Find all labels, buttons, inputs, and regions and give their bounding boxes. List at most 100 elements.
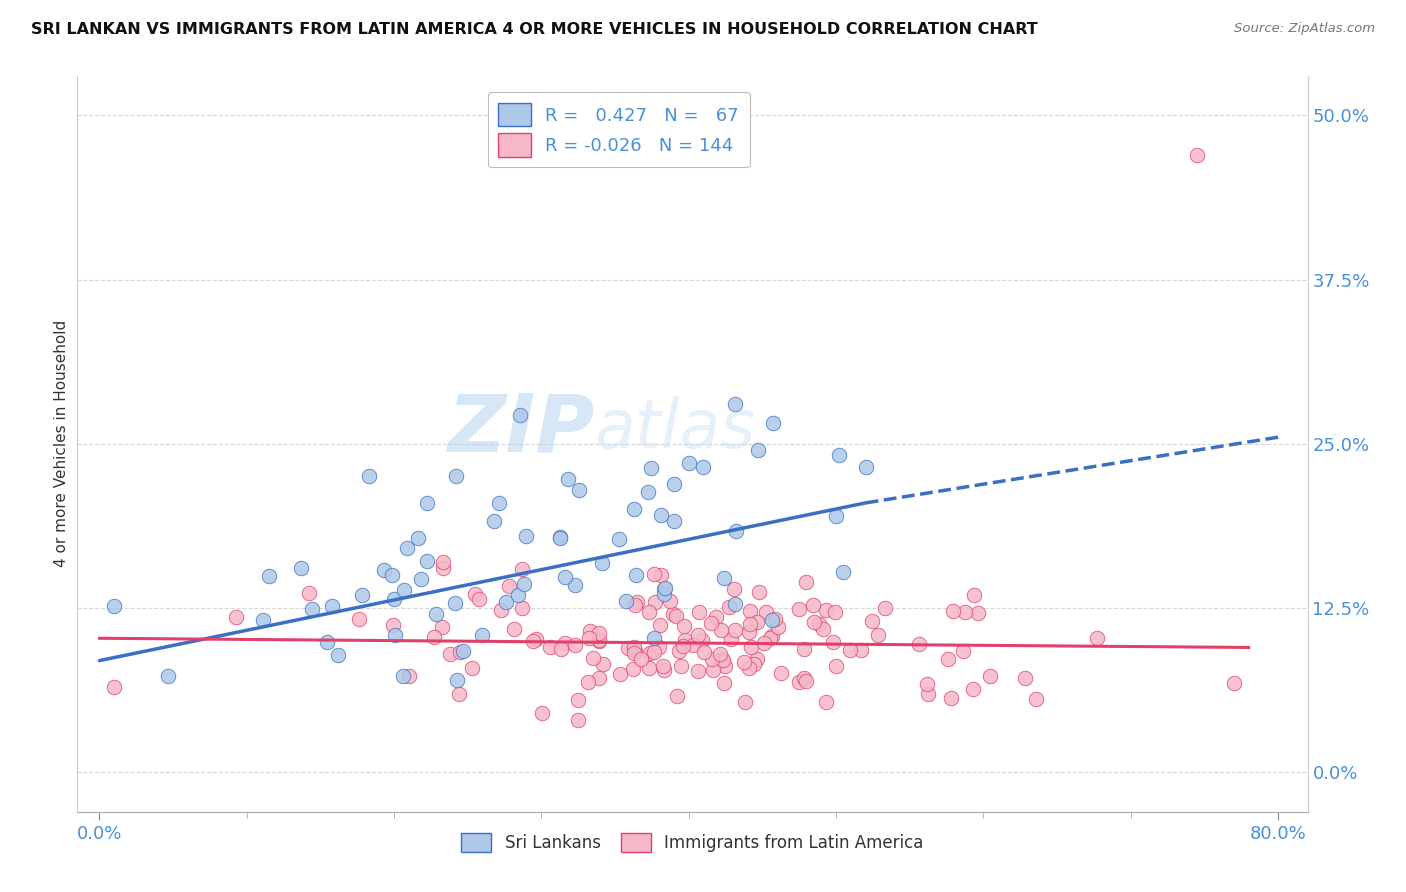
Point: [692, 633, 714, 648]
Point: [761, 613, 783, 627]
Point: [942, 604, 965, 618]
Point: [652, 663, 675, 677]
Point: [444, 596, 467, 610]
Point: [1025, 691, 1047, 706]
Point: [808, 616, 831, 631]
Point: [564, 638, 586, 652]
Point: [801, 598, 824, 612]
Point: [510, 562, 533, 576]
Point: [588, 671, 610, 685]
Point: [762, 417, 785, 431]
Point: [821, 634, 844, 648]
Point: [794, 575, 817, 590]
Point: [515, 529, 537, 543]
Point: [793, 642, 815, 657]
Point: [446, 673, 468, 688]
Point: [740, 617, 762, 632]
Point: [754, 636, 776, 650]
Point: [763, 612, 786, 626]
Point: [673, 619, 696, 633]
Point: [554, 636, 576, 650]
Point: [724, 524, 747, 539]
Point: [578, 631, 600, 645]
Point: [713, 658, 735, 673]
Point: [567, 713, 589, 727]
Text: Source: ZipAtlas.com: Source: ZipAtlas.com: [1234, 22, 1375, 36]
Point: [720, 632, 742, 646]
Point: [373, 563, 395, 577]
Legend: Sri Lankans, Immigrants from Latin America: Sri Lankans, Immigrants from Latin Ameri…: [454, 826, 931, 859]
Point: [700, 615, 723, 630]
Point: [738, 624, 761, 639]
Point: [875, 601, 897, 615]
Point: [398, 669, 420, 683]
Y-axis label: 4 or more Vehicles in Household: 4 or more Vehicles in Household: [53, 320, 69, 567]
Point: [838, 643, 860, 657]
Point: [792, 671, 814, 685]
Point: [761, 629, 783, 643]
Point: [548, 530, 571, 544]
Point: [827, 448, 849, 462]
Point: [814, 695, 837, 709]
Point: [849, 643, 872, 657]
Point: [652, 587, 675, 601]
Point: [953, 606, 976, 620]
Point: [588, 625, 610, 640]
Point: [693, 645, 716, 659]
Point: [316, 635, 339, 649]
Point: [702, 663, 724, 677]
Point: [156, 669, 179, 683]
Point: [651, 658, 673, 673]
Point: [522, 633, 544, 648]
Point: [425, 607, 447, 622]
Point: [623, 598, 645, 612]
Point: [257, 569, 280, 583]
Point: [643, 567, 665, 582]
Point: [678, 456, 700, 470]
Point: [740, 640, 762, 655]
Point: [1085, 632, 1108, 646]
Point: [609, 666, 631, 681]
Point: [662, 476, 685, 491]
Point: [252, 614, 274, 628]
Point: [654, 581, 676, 595]
Point: [301, 602, 323, 616]
Point: [713, 676, 735, 690]
Point: [591, 557, 613, 571]
Point: [495, 595, 517, 609]
Point: [962, 682, 984, 697]
Point: [724, 597, 747, 611]
Point: [416, 496, 439, 510]
Point: [711, 652, 734, 666]
Point: [824, 605, 846, 619]
Point: [326, 648, 349, 662]
Point: [579, 624, 602, 639]
Point: [482, 514, 505, 528]
Point: [709, 647, 731, 661]
Point: [432, 555, 454, 569]
Point: [384, 628, 406, 642]
Point: [623, 502, 645, 516]
Point: [700, 651, 723, 665]
Point: [724, 624, 747, 638]
Point: [766, 620, 789, 634]
Point: [747, 651, 769, 665]
Point: [671, 659, 693, 673]
Point: [665, 689, 688, 703]
Point: [506, 588, 529, 602]
Point: [866, 628, 889, 642]
Point: [967, 606, 990, 620]
Point: [734, 695, 756, 709]
Point: [686, 628, 709, 642]
Point: [638, 646, 661, 660]
Point: [576, 674, 599, 689]
Point: [652, 582, 675, 596]
Point: [686, 665, 709, 679]
Point: [825, 659, 848, 673]
Point: [439, 648, 461, 662]
Point: [682, 638, 704, 652]
Point: [643, 631, 665, 645]
Point: [512, 577, 534, 591]
Point: [357, 468, 380, 483]
Point: [754, 605, 776, 619]
